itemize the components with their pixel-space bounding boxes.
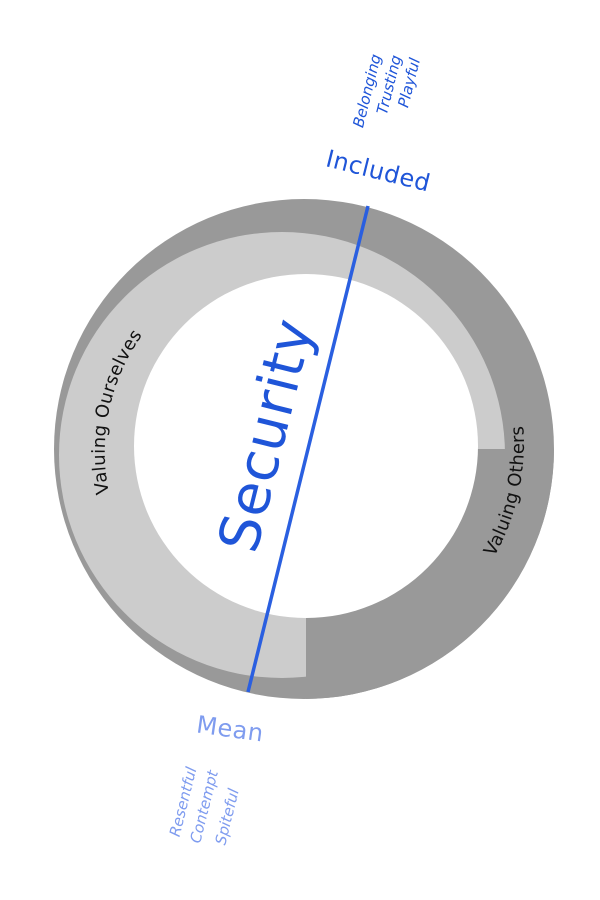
top-pole-label: Included [323,145,433,198]
top-pole-words: Belonging Trusting Playful [349,52,424,129]
center-disc [134,274,478,618]
bottom-pole-label: Mean [195,710,266,747]
bottom-pole-words: Resentful Contempt Spiteful [166,764,243,846]
axis-line [246,205,370,693]
